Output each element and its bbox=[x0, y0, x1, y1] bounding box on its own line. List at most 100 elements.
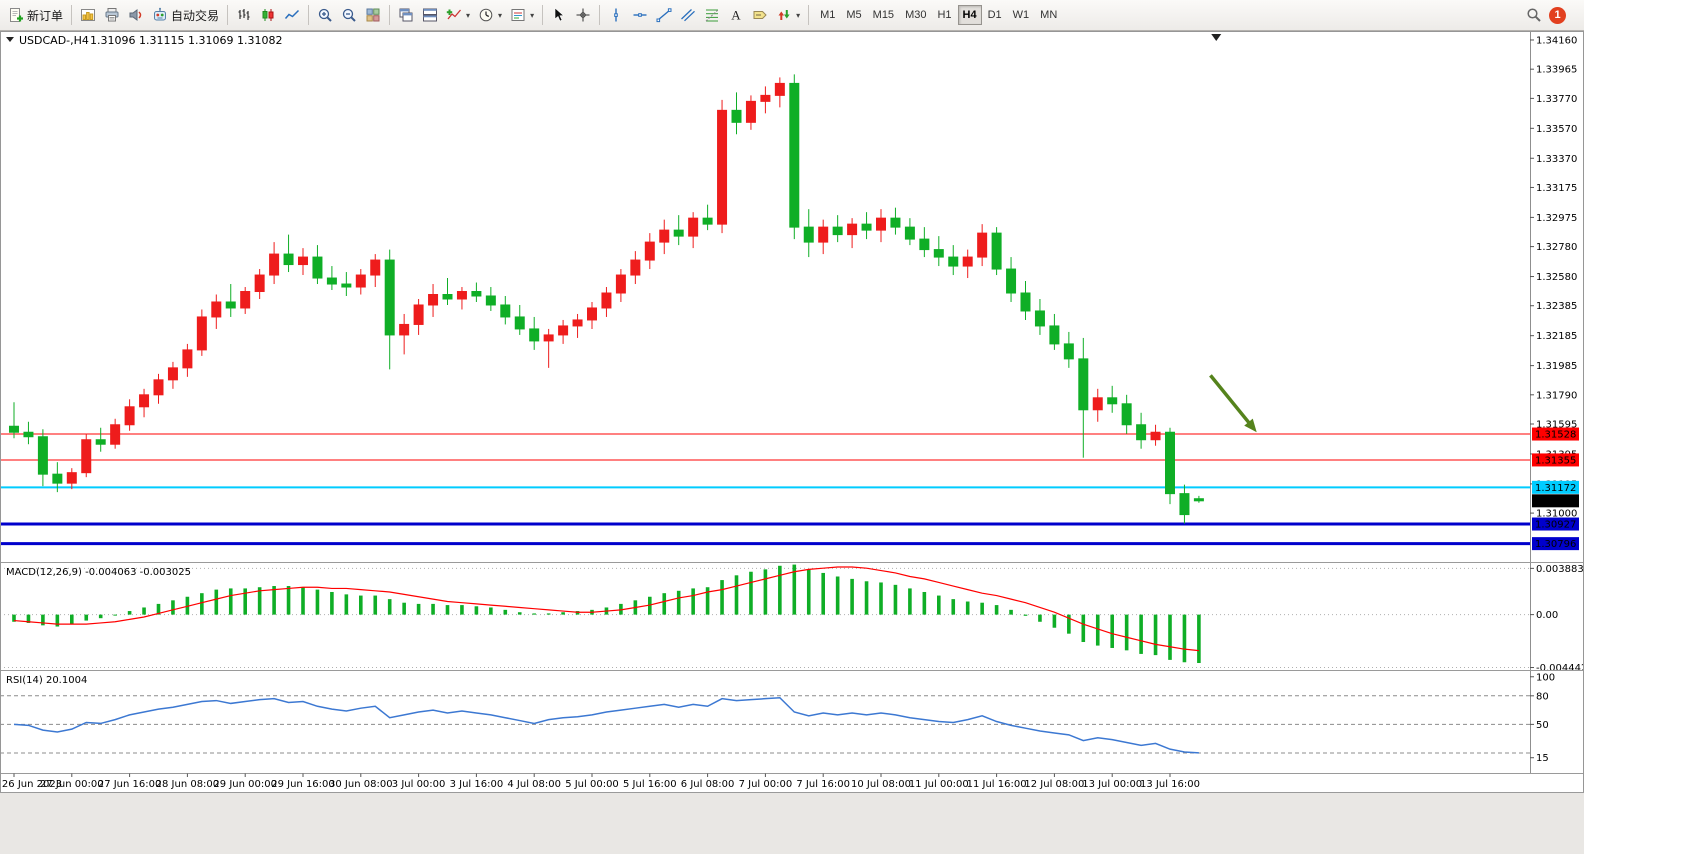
svg-text:1.32580: 1.32580 bbox=[1536, 272, 1577, 283]
notification-badge[interactable]: 1 bbox=[1549, 6, 1566, 24]
chart-shift-marker[interactable] bbox=[1211, 34, 1222, 41]
svg-text:1.32385: 1.32385 bbox=[1536, 301, 1577, 312]
candlestick-chart-button[interactable] bbox=[256, 3, 280, 27]
tile-windows-button[interactable] bbox=[361, 3, 385, 27]
svg-text:1.31790: 1.31790 bbox=[1536, 390, 1577, 401]
timeframe-h1[interactable]: H1 bbox=[932, 5, 956, 25]
alerts-button[interactable] bbox=[124, 3, 148, 27]
toolbar-separator bbox=[542, 5, 544, 25]
crosshair-icon bbox=[575, 7, 591, 23]
label-button[interactable] bbox=[748, 3, 772, 27]
new-order-label: 新订单 bbox=[27, 8, 64, 23]
rsi-panel: 100 80 50 15 RSI(14) 20.1004 bbox=[0, 670, 1584, 764]
zoom-out-button[interactable] bbox=[337, 3, 361, 27]
toolbar-separator bbox=[389, 5, 391, 25]
svg-text:1.33175: 1.33175 bbox=[1536, 183, 1577, 194]
arrange-windows-icon bbox=[422, 7, 438, 23]
crosshair-button[interactable] bbox=[571, 3, 595, 27]
print-button[interactable] bbox=[100, 3, 124, 27]
timeframe-m1[interactable]: M1 bbox=[815, 5, 840, 25]
speaker-icon bbox=[128, 7, 144, 23]
equidistant-channel-icon bbox=[680, 7, 696, 23]
price-label-1.31355: 1.31355 bbox=[1532, 453, 1579, 467]
timeframe-d1[interactable]: D1 bbox=[983, 5, 1007, 25]
price-label-1.30927: 1.30927 bbox=[1532, 517, 1579, 531]
toolbar-separator bbox=[599, 5, 601, 25]
zoom-out-icon bbox=[341, 7, 357, 23]
auto-trading-icon bbox=[152, 7, 168, 23]
cursor-button[interactable] bbox=[547, 3, 571, 27]
trendline-button[interactable] bbox=[652, 3, 676, 27]
svg-text:80: 80 bbox=[1536, 691, 1549, 702]
fibonacci-icon bbox=[704, 7, 720, 23]
channel-button[interactable] bbox=[676, 3, 700, 27]
horizontal-lines[interactable] bbox=[0, 433, 1530, 546]
macd-signal-line bbox=[13, 566, 1199, 652]
bar-chart-button[interactable] bbox=[232, 3, 256, 27]
text-button[interactable] bbox=[724, 3, 748, 27]
svg-text:1.31528: 1.31528 bbox=[1535, 430, 1576, 441]
templates-button[interactable]: ▾ bbox=[506, 3, 538, 27]
zoom-in-button[interactable] bbox=[313, 3, 337, 27]
arrows-button[interactable]: ▾ bbox=[772, 3, 804, 27]
cascade-windows-button[interactable] bbox=[394, 3, 418, 27]
svg-text:30 Jun 08:00: 30 Jun 08:00 bbox=[329, 779, 393, 790]
price-axis: 1.34160 1.33965 1.33770 1.33570 1.33370 1.331… bbox=[1530, 31, 1579, 773]
arrow-annotation[interactable] bbox=[1209, 374, 1257, 433]
candlestick-icon bbox=[260, 7, 276, 23]
timeframe-m5[interactable]: M5 bbox=[841, 5, 866, 25]
svg-text:0.00: 0.00 bbox=[1536, 610, 1558, 621]
search-icon[interactable] bbox=[1526, 7, 1542, 23]
svg-text:0.003883: 0.003883 bbox=[1536, 564, 1584, 575]
timeframe-mn[interactable]: MN bbox=[1035, 5, 1062, 25]
text-label-icon bbox=[752, 7, 768, 23]
fibonacci-button[interactable] bbox=[700, 3, 724, 27]
svg-text:3 Jul 16:00: 3 Jul 16:00 bbox=[450, 779, 504, 790]
toolbar-separator bbox=[227, 5, 229, 25]
clock-icon bbox=[478, 7, 494, 23]
new-chart-icon bbox=[80, 7, 96, 23]
timeframe-m30[interactable]: M30 bbox=[900, 5, 931, 25]
svg-text:1.31355: 1.31355 bbox=[1535, 455, 1576, 466]
mt4-window: 新订单 自动交易 ▾ ▾ ▾ ▾ bbox=[0, 0, 1584, 854]
template-icon bbox=[510, 7, 526, 23]
timeframe-m15[interactable]: M15 bbox=[868, 5, 899, 25]
tile-windows-icon bbox=[365, 7, 381, 23]
symbol-dropdown-icon[interactable] bbox=[6, 37, 14, 42]
toolbar-separator bbox=[808, 5, 810, 25]
macd-label: MACD(12,26,9) -0.004063 -0.003025 bbox=[6, 567, 191, 578]
chevron-down-icon: ▾ bbox=[796, 10, 801, 20]
price-label-1.31082: 1.31082 bbox=[1532, 494, 1579, 508]
svg-text:11 Jul 00:00: 11 Jul 00:00 bbox=[909, 779, 969, 790]
timeframe-w1[interactable]: W1 bbox=[1008, 5, 1035, 25]
price-label-1.30796: 1.30796 bbox=[1532, 537, 1579, 551]
symbol-period-label: USDCAD-,H4 bbox=[19, 34, 89, 47]
periods-button[interactable]: ▾ bbox=[474, 3, 506, 27]
svg-text:1.34160: 1.34160 bbox=[1536, 35, 1577, 46]
svg-text:29 Jun 16:00: 29 Jun 16:00 bbox=[271, 779, 335, 790]
ohlc-bars-icon bbox=[236, 7, 252, 23]
horizontal-line-button[interactable] bbox=[628, 3, 652, 27]
svg-text:11 Jul 16:00: 11 Jul 16:00 bbox=[967, 779, 1027, 790]
rsi-label: RSI(14) 20.1004 bbox=[6, 675, 87, 686]
new-chart-button[interactable] bbox=[76, 3, 100, 27]
vertical-line-button[interactable] bbox=[604, 3, 628, 27]
arrows-icon bbox=[776, 7, 792, 23]
price-label-1.31528: 1.31528 bbox=[1532, 427, 1579, 441]
line-chart-button[interactable] bbox=[280, 3, 304, 27]
svg-text:1.33965: 1.33965 bbox=[1536, 65, 1577, 76]
cascade-windows-icon bbox=[398, 7, 414, 23]
indicators-button[interactable]: ▾ bbox=[442, 3, 474, 27]
candles bbox=[9, 74, 1204, 524]
timeframe-h4[interactable]: H4 bbox=[957, 5, 982, 25]
auto-trading-button[interactable]: 自动交易 bbox=[148, 3, 223, 27]
new-order-button[interactable]: 新订单 bbox=[4, 3, 67, 27]
chevron-down-icon: ▾ bbox=[498, 10, 503, 20]
svg-text:1.33770: 1.33770 bbox=[1536, 94, 1577, 105]
svg-text:7 Jul 00:00: 7 Jul 00:00 bbox=[739, 779, 793, 790]
chevron-down-icon: ▾ bbox=[530, 10, 535, 20]
price-chart[interactable]: USDCAD-,H4 1.31096 1.31115 1.31069 1.3108… bbox=[0, 31, 1584, 854]
arrange-windows-button[interactable] bbox=[418, 3, 442, 27]
svg-text:26 Jun 2023: 26 Jun 2023 bbox=[2, 779, 62, 790]
